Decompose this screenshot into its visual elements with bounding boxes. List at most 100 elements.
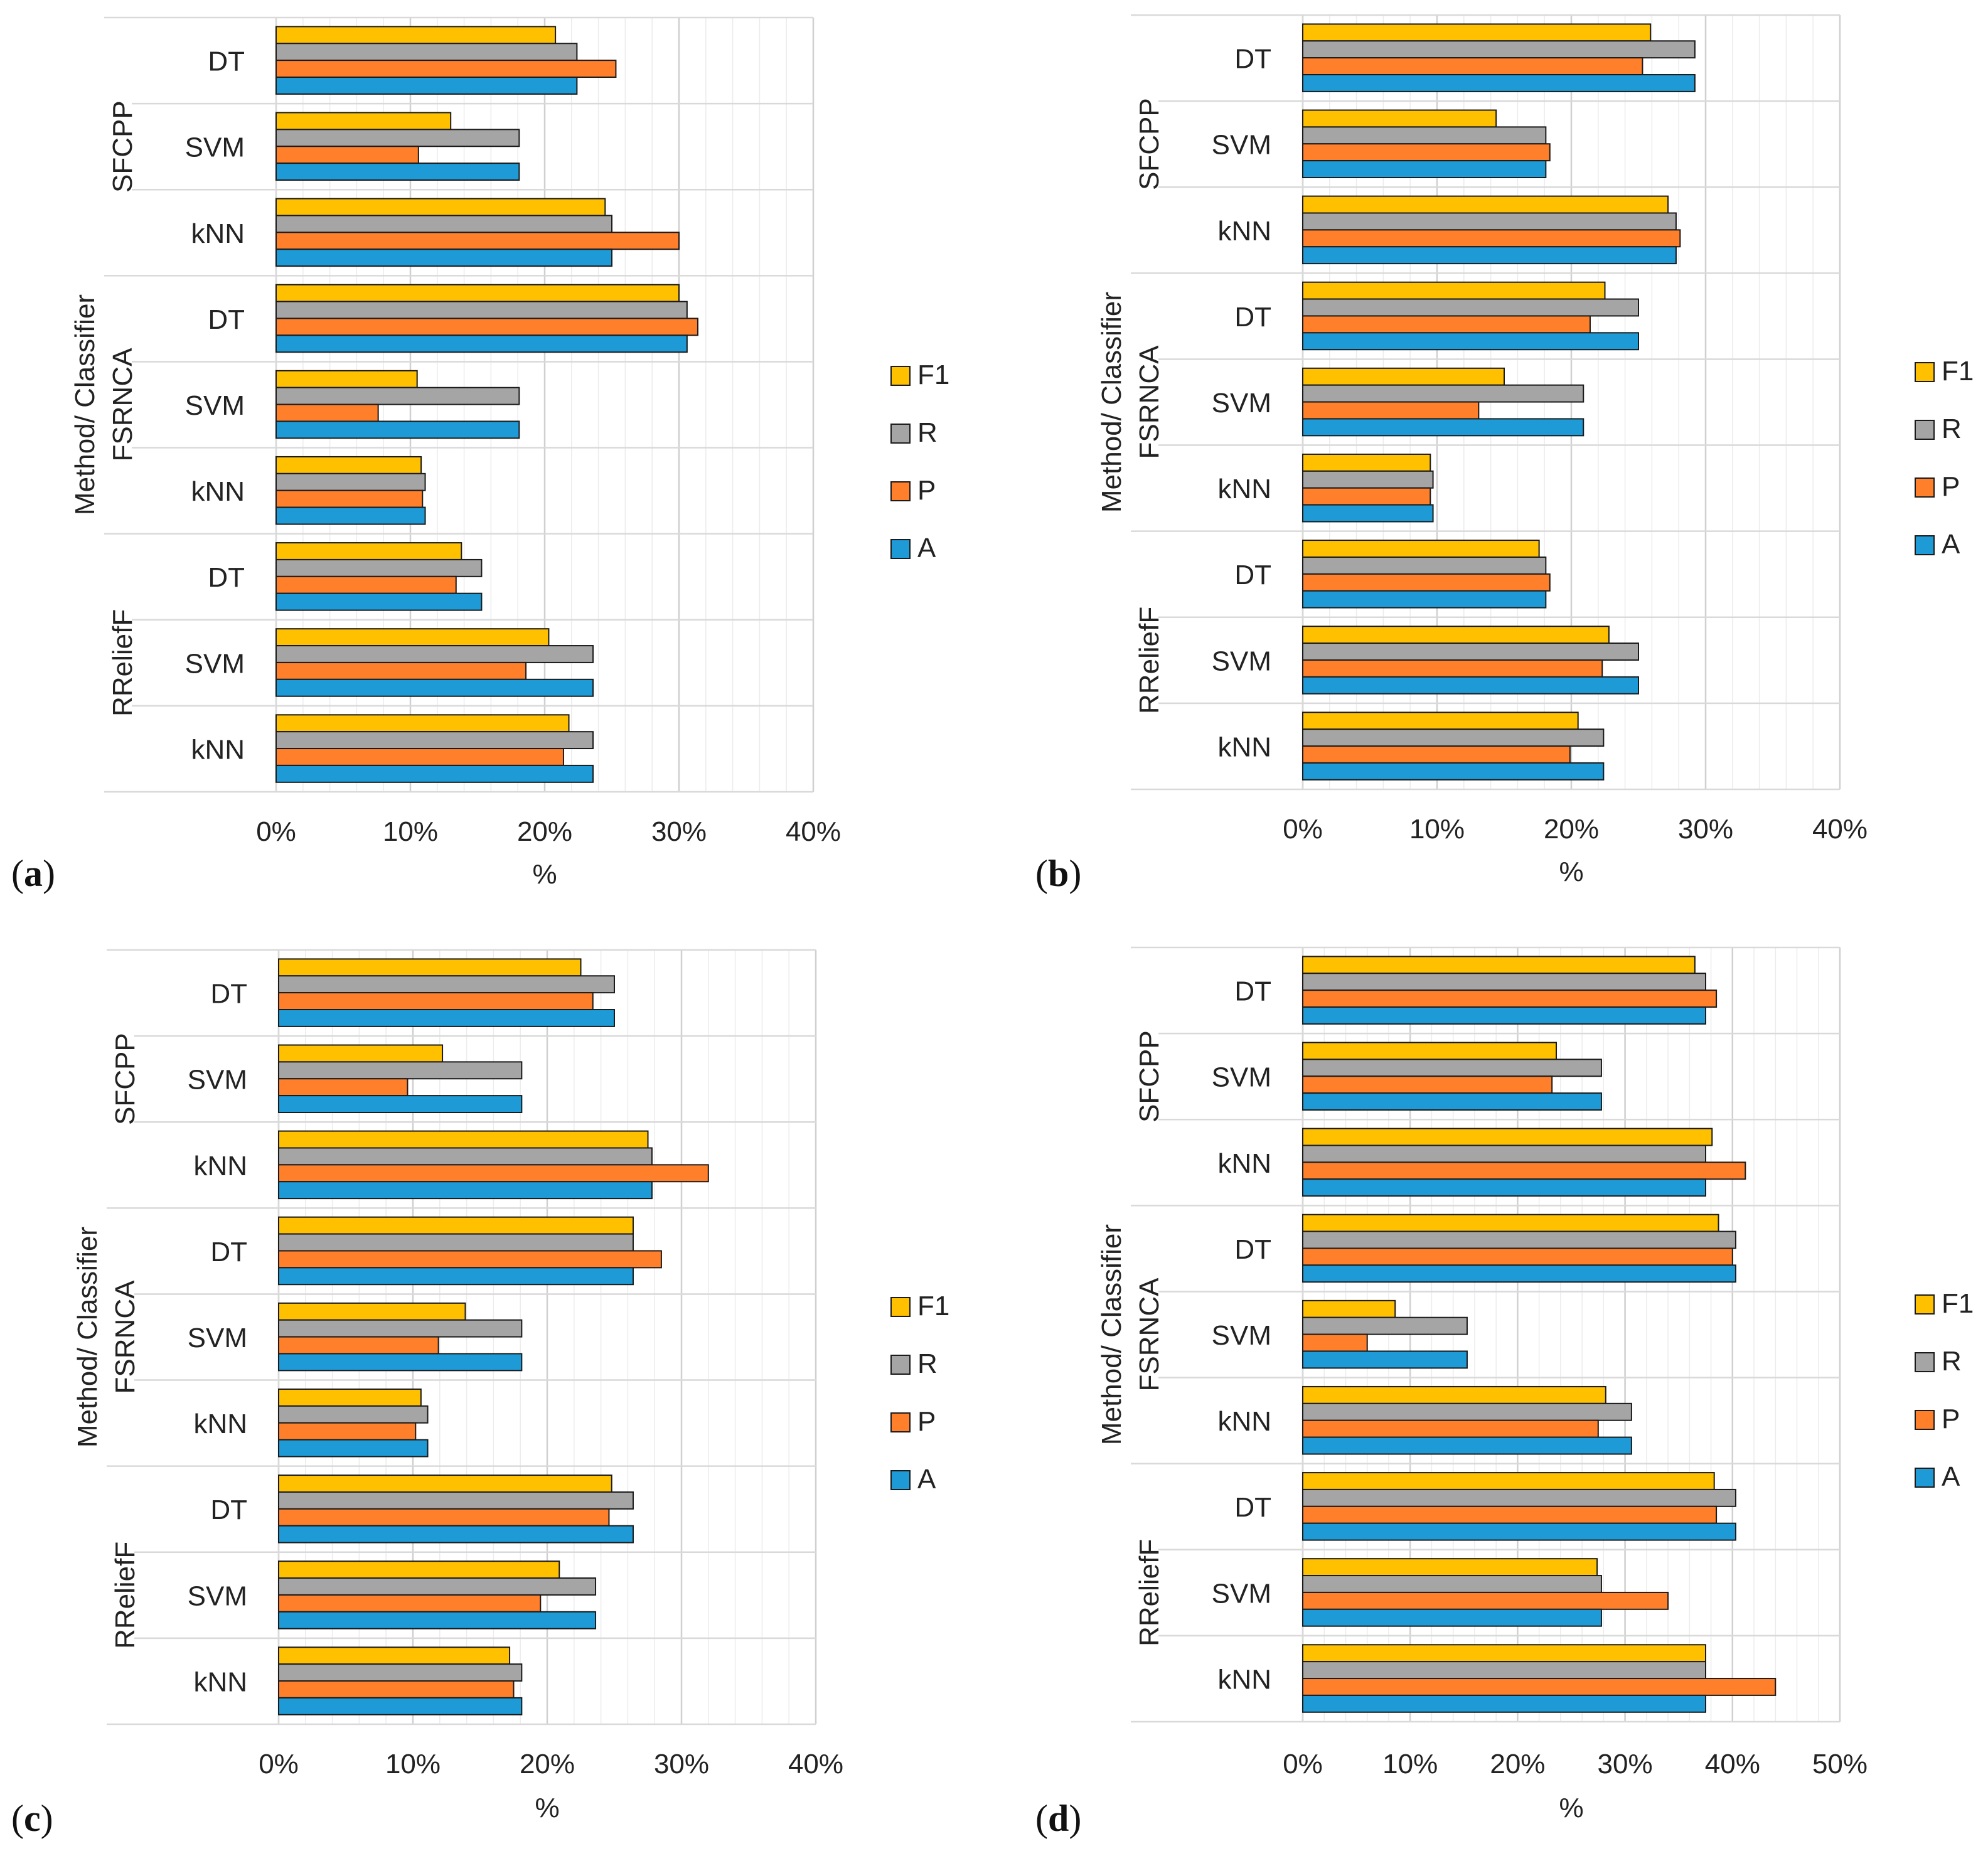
bar-a bbox=[275, 334, 688, 353]
method-label: SFCPP bbox=[107, 100, 138, 193]
bar-p bbox=[275, 146, 419, 164]
panel-letter: (b) bbox=[1035, 853, 1081, 894]
method-label: RReliefF bbox=[107, 609, 138, 717]
legend-swatch-a bbox=[890, 1470, 911, 1490]
legend-swatch-f1 bbox=[1915, 1294, 1935, 1315]
bar-p bbox=[1302, 1247, 1733, 1266]
method-label: RReliefF bbox=[1134, 607, 1165, 714]
bar-p bbox=[1302, 315, 1591, 334]
legend: F1 RPA bbox=[1915, 1288, 1974, 1492]
legend-label-f1: F1 bbox=[1942, 356, 1974, 387]
legend: F1 RPA bbox=[890, 360, 949, 563]
bar-r bbox=[275, 43, 578, 61]
bar-f1 bbox=[1302, 367, 1505, 386]
bar-r bbox=[1302, 973, 1706, 991]
classifier-label: kNN bbox=[193, 1409, 247, 1439]
bar-f1 bbox=[278, 1388, 422, 1407]
legend-label-p: P bbox=[917, 475, 936, 506]
bar-p bbox=[278, 1422, 417, 1441]
bar-p bbox=[275, 317, 698, 336]
bar-f1 bbox=[1302, 281, 1606, 300]
panel-letter-text: c bbox=[24, 1798, 41, 1839]
classifier-label: kNN bbox=[193, 1667, 247, 1697]
bar-a bbox=[1302, 1006, 1706, 1025]
legend-label-a: A bbox=[917, 533, 936, 563]
bar-r bbox=[1302, 1059, 1602, 1077]
bar-f1 bbox=[1302, 1042, 1558, 1060]
classifier-label: SVM bbox=[1212, 388, 1271, 419]
legend-label-f1: F1 bbox=[1942, 1288, 1974, 1319]
x-tick-label: 20% bbox=[517, 816, 572, 847]
bar-p bbox=[1302, 745, 1571, 764]
bar-r bbox=[278, 1405, 429, 1424]
method-label: SFCPP bbox=[1134, 98, 1165, 190]
panel-letter-text: d bbox=[1048, 1798, 1069, 1839]
classifier-label: SVM bbox=[188, 1581, 247, 1611]
legend-label-r: R bbox=[1942, 1346, 1962, 1377]
bar-f1 bbox=[278, 1475, 612, 1493]
bar-f1 bbox=[278, 1560, 560, 1579]
x-tick-label: 10% bbox=[383, 816, 438, 847]
x-tick-label: 30% bbox=[651, 816, 707, 847]
bar-p bbox=[275, 232, 680, 250]
bar-a bbox=[278, 1439, 429, 1458]
legend: F1 RPA bbox=[890, 1291, 949, 1495]
classifier-label: DT bbox=[208, 46, 245, 77]
classifier-label: DT bbox=[1234, 1234, 1271, 1265]
method-label: FSRNCA bbox=[110, 1280, 141, 1394]
bar-r bbox=[1302, 126, 1547, 145]
x-tick-label: 20% bbox=[1544, 814, 1599, 845]
classifier-label: kNN bbox=[1217, 216, 1271, 247]
bar-f1 bbox=[1302, 626, 1610, 644]
bar-r bbox=[1302, 1316, 1468, 1335]
x-tick-label: 0% bbox=[1283, 1749, 1323, 1779]
bar-f1 bbox=[278, 1216, 634, 1235]
bar-a bbox=[275, 678, 594, 697]
bar-a bbox=[278, 1697, 523, 1715]
bar-f1 bbox=[275, 284, 680, 302]
bar-r bbox=[1302, 40, 1696, 59]
legend-label-a: A bbox=[917, 1464, 936, 1495]
x-tick-label: 40% bbox=[1705, 1749, 1760, 1779]
bar-a bbox=[1302, 1436, 1632, 1455]
classifier-label: DT bbox=[1234, 1492, 1271, 1523]
legend-label-p: P bbox=[1942, 1404, 1960, 1434]
bar-a bbox=[1302, 1264, 1736, 1283]
bar-f1 bbox=[1302, 1299, 1396, 1318]
x-tick-label: 40% bbox=[788, 1749, 843, 1779]
bar-a bbox=[1302, 418, 1585, 437]
bar-f1 bbox=[278, 1044, 444, 1063]
legend-swatch-a bbox=[890, 539, 911, 559]
bar-a bbox=[1302, 332, 1639, 351]
classifier-label: kNN bbox=[1217, 732, 1271, 762]
classifier-label: DT bbox=[1234, 560, 1271, 590]
chart-panel-d: SFCPP DT SVM kNN FSRNCA DT SVM kNN RReliefF DT SVM… bbox=[1035, 946, 1974, 1839]
method-label: FSRNCA bbox=[1134, 345, 1165, 459]
bar-f1 bbox=[278, 1130, 649, 1149]
bar-p bbox=[1302, 1075, 1553, 1094]
y-axis-label: Method/ Classifier bbox=[1096, 1224, 1127, 1445]
y-axis-label: Method/ Classifier bbox=[72, 1227, 103, 1448]
classifier-label: SVM bbox=[185, 132, 245, 163]
bar-f1 bbox=[1302, 1213, 1719, 1232]
legend-label-f1: F1 bbox=[917, 1291, 949, 1321]
classifier-label: kNN bbox=[1217, 1664, 1271, 1695]
bar-f1 bbox=[275, 456, 422, 474]
bar-p bbox=[275, 575, 457, 594]
bar-a bbox=[275, 420, 520, 439]
panel-letter-open: ( bbox=[1035, 853, 1048, 894]
bar-f1 bbox=[1302, 23, 1652, 42]
panel-letter-close: ) bbox=[1069, 1798, 1081, 1839]
classifier-label: DT bbox=[208, 562, 245, 593]
classifier-label: SVM bbox=[188, 1323, 247, 1353]
bar-a bbox=[275, 592, 483, 611]
legend-swatch-r bbox=[890, 424, 911, 444]
bar-p bbox=[278, 1594, 542, 1613]
bar-a bbox=[275, 506, 426, 525]
x-tick-label: 30% bbox=[1598, 1749, 1653, 1779]
bar-r bbox=[1302, 298, 1639, 317]
bar-a bbox=[278, 1611, 597, 1629]
classifier-label: SVM bbox=[1212, 646, 1271, 676]
legend-label-r: R bbox=[917, 1348, 938, 1379]
bar-r bbox=[1302, 470, 1434, 489]
